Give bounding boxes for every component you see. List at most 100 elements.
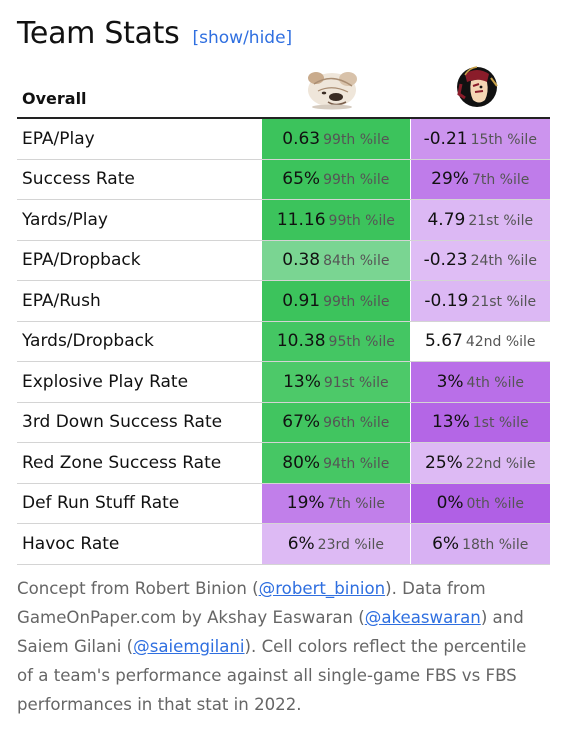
footer-note: Concept from Robert Binion (@robert_bini… (17, 574, 545, 719)
table-row: Def Run Stuff Rate 19% 7th %ile 0% 0th %ile (17, 483, 550, 524)
team2-value-cell: -0.21 15th %ile (409, 119, 550, 160)
stat-value: 13% (431, 412, 470, 433)
seminole-logo-icon (457, 66, 498, 107)
table-row: Havoc Rate 6% 23rd %ile 6% 18th %ile (17, 523, 550, 565)
percentile-value: 22nd %ile (465, 455, 536, 472)
percentile-value: 7th %ile (471, 172, 530, 189)
stat-value: 6% (432, 533, 460, 554)
percentile-value: 1st %ile (472, 415, 529, 432)
stat-value: 3% (436, 371, 464, 392)
page-title: Team Stats (17, 16, 180, 51)
table-row: EPA/Dropback 0.38 84th %ile -0.23 24th %ile (17, 240, 550, 281)
stat-label: Red Zone Success Rate (17, 442, 262, 484)
stat-value: 6% (287, 533, 315, 554)
table-row: Red Zone Success Rate 80% 94th %ile 25% 22nd… (17, 442, 550, 484)
table-row: Explosive Play Rate 13% 91st %ile 3% 4th %il… (17, 361, 550, 403)
team1-value-cell: 65% 99th %ile (261, 159, 411, 200)
table-header: Overall (17, 60, 550, 119)
table-row: Yards/Play 11.16 99th %ile 4.79 21st %ile (17, 199, 550, 241)
team1-value-cell: 11.16 99th %ile (261, 199, 411, 241)
stat-value: 67% (282, 412, 321, 433)
team1-value-cell: 19% 7th %ile (261, 483, 411, 524)
table-row: 3rd Down Success Rate 67% 96th %ile 13% 1st … (17, 402, 550, 443)
stat-label: 3rd Down Success Rate (17, 402, 262, 443)
akeaswaran-link[interactable]: @akeaswaran (364, 608, 481, 627)
stat-label: EPA/Dropback (17, 240, 262, 281)
percentile-value: 0th %ile (466, 496, 524, 513)
percentile-value: 99th %ile (323, 131, 390, 148)
percentile-value: 15th %ile (470, 131, 537, 148)
team1-value-cell: 0.38 84th %ile (261, 240, 411, 281)
table-row: Yards/Dropback 10.38 95th %ile 5.67 42nd %il… (17, 321, 550, 362)
team2-value-cell: -0.23 24th %ile (409, 240, 550, 281)
percentile-value: 94th %ile (323, 455, 390, 472)
stat-value: 0% (436, 493, 464, 514)
percentile-value: 18th %ile (462, 536, 529, 553)
team2-value-cell: 3% 4th %ile (409, 361, 550, 403)
stat-value: 13% (283, 371, 321, 392)
stat-value: 10.38 (276, 331, 326, 352)
stats-table: EPA/Play 0.63 99th %ile -0.21 15th %ile Succe… (17, 119, 550, 565)
bulldog-logo-icon (308, 72, 357, 110)
stat-label: EPA/Play (17, 119, 262, 160)
stat-label: Success Rate (17, 159, 262, 200)
percentile-value: 99th %ile (323, 293, 390, 310)
stat-value: 11.16 (276, 209, 326, 230)
stat-value: -0.23 (423, 250, 468, 271)
percentile-value: 91st %ile (323, 374, 389, 391)
robert-binion-link[interactable]: @robert_binion (258, 579, 386, 598)
team1-value-cell: 0.63 99th %ile (261, 119, 411, 160)
team1-value-cell: 6% 23rd %ile (261, 523, 411, 565)
stat-value: -0.19 (424, 290, 469, 311)
footer-text-1: Concept from Robert Binion ( (17, 579, 259, 598)
stat-value: 19% (286, 493, 325, 514)
team1-value-cell: 67% 96th %ile (261, 402, 411, 443)
percentile-value: 23rd %ile (317, 536, 385, 553)
stat-value: -0.21 (423, 128, 468, 149)
percentile-value: 24th %ile (470, 253, 537, 270)
percentile-value: 21st %ile (471, 293, 537, 310)
saiemgilani-link[interactable]: @saiemgilani (133, 637, 245, 656)
stat-value: 0.63 (282, 128, 321, 149)
percentile-value: 42nd %ile (465, 334, 536, 351)
table-row: Success Rate 65% 99th %ile 29% 7th %ile (17, 159, 550, 200)
title-row: Team Stats [show/hide] (17, 16, 292, 51)
stat-value: 0.91 (282, 290, 321, 311)
percentile-value: 99th %ile (328, 212, 395, 229)
team2-value-cell: 0% 0th %ile (409, 483, 550, 524)
table-row: EPA/Play 0.63 99th %ile -0.21 15th %ile (17, 119, 550, 160)
stat-value: 29% (431, 169, 469, 190)
show-hide-toggle-link[interactable]: [show/hide] (192, 28, 293, 48)
stat-value: 5.67 (424, 331, 463, 352)
section-label-overall: Overall (22, 89, 87, 108)
team2-value-cell: -0.19 21st %ile (409, 280, 550, 322)
percentile-value: 7th %ile (327, 496, 385, 513)
percentile-value: 99th %ile (323, 172, 390, 189)
team1-value-cell: 80% 94th %ile (261, 442, 411, 484)
team2-value-cell: 25% 22nd %ile (409, 442, 550, 484)
stat-value: 65% (282, 169, 321, 190)
stat-value: 80% (282, 452, 321, 473)
percentile-value: 4th %ile (466, 374, 524, 391)
team2-value-cell: 29% 7th %ile (409, 159, 550, 200)
table-row: EPA/Rush 0.91 99th %ile -0.19 21st %ile (17, 280, 550, 322)
percentile-value: 95th %ile (328, 334, 395, 351)
team1-value-cell: 0.91 99th %ile (261, 280, 411, 322)
stat-value: 0.38 (282, 250, 321, 271)
stat-label: Def Run Stuff Rate (17, 483, 262, 524)
percentile-value: 96th %ile (323, 415, 390, 432)
team2-value-cell: 13% 1st %ile (409, 402, 550, 443)
team2-value-cell: 6% 18th %ile (409, 523, 550, 565)
team2-value-cell: 4.79 21st %ile (409, 199, 550, 241)
footer-text-3: ) and Saiem Gilani ( (17, 608, 524, 656)
stat-label: Yards/Dropback (17, 321, 262, 362)
stat-label: EPA/Rush (17, 280, 262, 322)
stat-value: 4.79 (427, 209, 466, 230)
stat-label: Yards/Play (17, 199, 262, 241)
footer-text-4: ). Cell colors reflect the percentile of… (17, 637, 527, 714)
stat-label: Havoc Rate (17, 523, 262, 565)
team2-value-cell: 5.67 42nd %ile (409, 321, 550, 362)
stat-label: Explosive Play Rate (17, 361, 262, 403)
percentile-value: 84th %ile (323, 253, 390, 270)
team1-value-cell: 13% 91st %ile (261, 361, 411, 403)
